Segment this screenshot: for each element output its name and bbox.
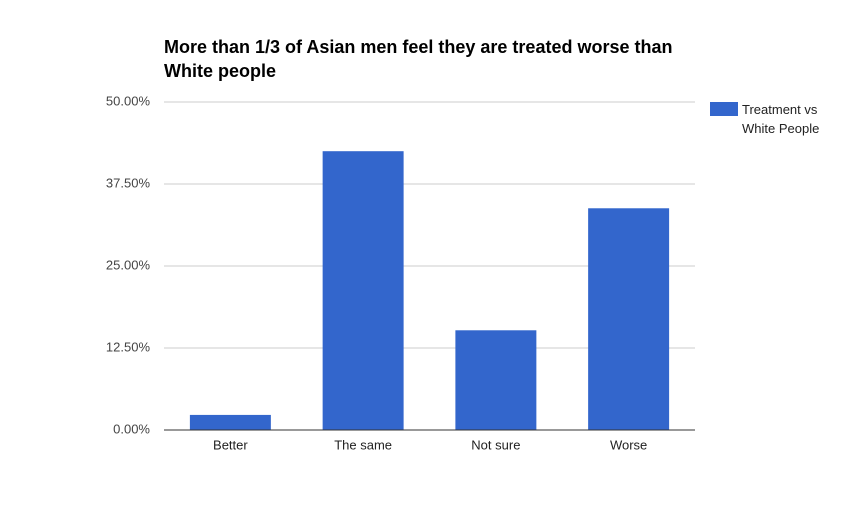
- y-tick-label: 25.00%: [106, 257, 151, 272]
- legend-label: Treatment vs White People: [742, 102, 820, 136]
- y-tick-label: 50.00%: [106, 93, 151, 108]
- chart-title: More than 1/3 of Asian men feel they are…: [164, 37, 673, 81]
- x-tick-label: Worse: [610, 437, 647, 452]
- bar: [189, 414, 271, 430]
- x-tick-label: The same: [334, 437, 392, 452]
- legend-swatch: [710, 102, 738, 116]
- x-tick-label: Better: [213, 437, 248, 452]
- x-tick-label: Not sure: [471, 437, 520, 452]
- y-tick-label: 37.50%: [106, 175, 151, 190]
- bar: [322, 151, 404, 430]
- y-tick-label: 0.00%: [113, 421, 150, 436]
- bar: [588, 208, 670, 430]
- y-tick-label: 12.50%: [106, 339, 151, 354]
- bar: [455, 330, 537, 430]
